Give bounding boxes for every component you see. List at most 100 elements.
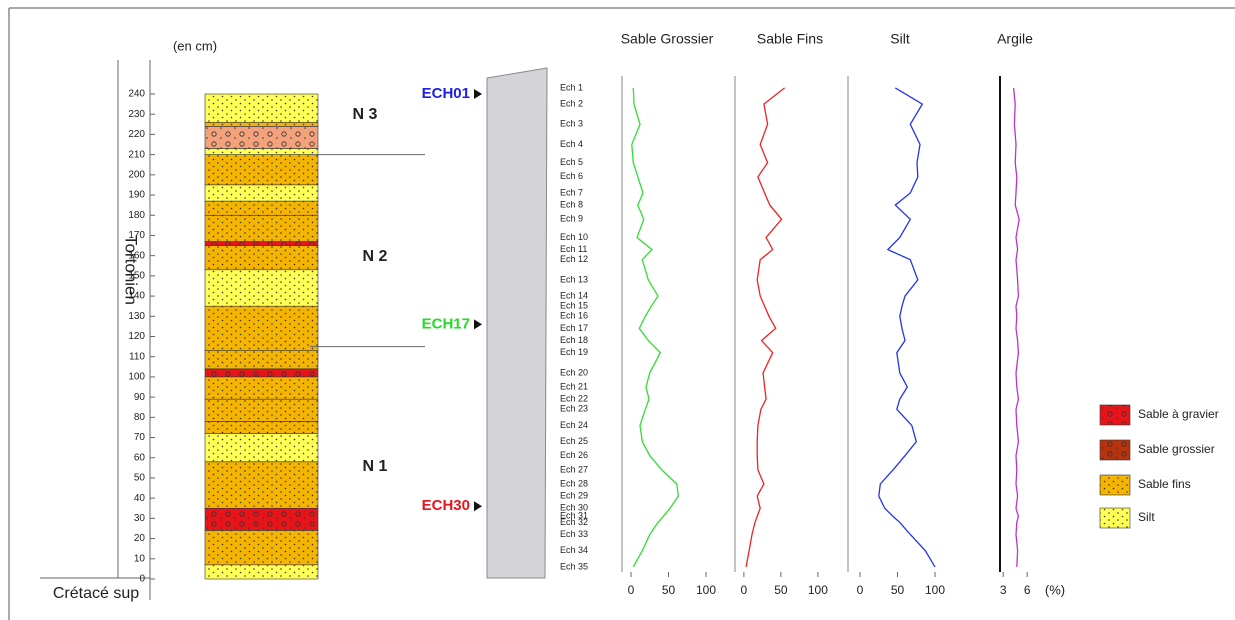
layer-texture xyxy=(205,122,318,127)
sample-bar xyxy=(486,67,548,579)
sample-label: Ech 7 xyxy=(560,187,583,197)
sample-label: Ech 8 xyxy=(560,200,583,210)
legend-label: Sable à gravier xyxy=(1138,407,1219,421)
sample-label: Ech 11 xyxy=(560,244,587,254)
depth-tick-label: 140 xyxy=(128,291,145,302)
x-tick-label: 0 xyxy=(628,583,635,597)
layer-texture xyxy=(205,154,318,185)
sample-label: Ech 18 xyxy=(560,335,588,345)
curve xyxy=(1012,87,1020,567)
depth-tick-label: 0 xyxy=(139,574,145,585)
sample-label: Ech 29 xyxy=(560,491,588,501)
marker-label: ECH01 xyxy=(422,85,470,102)
unit-label: N 3 xyxy=(353,106,378,123)
layer-texture xyxy=(205,530,318,565)
sample-label: Ech 5 xyxy=(560,157,583,167)
layer-texture xyxy=(205,421,318,434)
chart-title: Sable Grossier xyxy=(621,31,714,47)
marker-label: ECH17 xyxy=(422,315,470,332)
sample-label: Ech 13 xyxy=(560,274,588,284)
layer-texture xyxy=(205,201,318,216)
depth-tick-label: 30 xyxy=(134,513,146,524)
depth-tick-label: 110 xyxy=(129,351,145,362)
depth-tick-label: 20 xyxy=(134,533,146,544)
sample-label: Ech 3 xyxy=(560,119,583,129)
depth-tick-label: 40 xyxy=(134,493,146,504)
stage-label: Tortonien xyxy=(122,235,141,305)
layer-texture xyxy=(205,376,318,400)
sample-label: Ech 14 xyxy=(560,290,588,300)
layer-texture xyxy=(205,148,318,155)
base-label: Crétacé sup xyxy=(53,585,139,602)
chart-title: Silt xyxy=(890,31,910,47)
depth-tick-label: 180 xyxy=(128,210,145,221)
sample-label: Ech 19 xyxy=(560,347,588,357)
x-tick-label: 6 xyxy=(1024,583,1031,597)
sample-label: Ech 35 xyxy=(560,561,588,571)
marker-arrow xyxy=(474,501,482,512)
sample-label: Ech 6 xyxy=(560,171,583,181)
x-tick-label: 50 xyxy=(662,583,676,597)
x-tick-label: 50 xyxy=(891,583,905,597)
curve xyxy=(745,87,786,568)
legend-texture xyxy=(1100,440,1130,460)
depth-tick-label: 80 xyxy=(134,412,146,423)
layer-texture xyxy=(205,306,318,351)
depth-tick-label: 210 xyxy=(128,149,145,160)
depth-tick-label: 100 xyxy=(128,372,145,383)
sample-label: Ech 24 xyxy=(560,420,588,430)
layer-texture xyxy=(205,564,318,579)
depth-tick-label: 160 xyxy=(128,250,145,261)
x-tick-label: 100 xyxy=(925,583,945,597)
legend-label: Silt xyxy=(1138,510,1155,524)
layer-texture xyxy=(205,94,318,123)
unit-label: N 1 xyxy=(363,458,388,475)
depth-tick-label: 240 xyxy=(128,89,145,100)
sample-label: Ech 17 xyxy=(560,323,588,333)
sample-label: Ech 30 xyxy=(560,503,588,513)
marker-arrow xyxy=(474,89,482,99)
layer-texture xyxy=(205,245,318,270)
x-tick-label: 50 xyxy=(774,583,788,597)
sample-label: Ech 16 xyxy=(560,311,588,321)
depth-tick-label: 170 xyxy=(128,230,145,241)
sample-label: Ech 27 xyxy=(560,464,588,474)
depth-tick-label: 60 xyxy=(134,452,146,463)
curve xyxy=(878,87,936,568)
legend-texture xyxy=(1100,475,1130,495)
depth-unit: (en cm) xyxy=(173,38,217,53)
depth-tick-label: 120 xyxy=(128,331,145,342)
layer-texture xyxy=(205,368,318,377)
sample-label: Ech 10 xyxy=(560,232,588,242)
depth-tick-label: 150 xyxy=(128,271,145,282)
sample-label: Ech 22 xyxy=(560,394,588,404)
sample-label: Ech 33 xyxy=(560,529,588,539)
sample-label: Ech 2 xyxy=(560,98,583,108)
depth-tick-label: 130 xyxy=(128,311,145,322)
layer-texture xyxy=(205,399,318,422)
x-unit: (%) xyxy=(1045,582,1065,597)
sample-label: Ech 32 xyxy=(560,517,588,527)
legend-label: Sable grossier xyxy=(1138,442,1215,456)
depth-tick-label: 10 xyxy=(134,553,146,564)
sample-label: Ech 28 xyxy=(560,478,588,488)
sample-label: Ech 9 xyxy=(560,214,583,224)
sample-label: Ech 31 xyxy=(560,511,588,521)
x-tick-label: 0 xyxy=(857,583,864,597)
sample-label: Ech 26 xyxy=(560,450,588,460)
sample-label: Ech 1 xyxy=(560,82,583,92)
depth-tick-label: 70 xyxy=(134,432,146,443)
layer-texture xyxy=(205,269,318,307)
sample-label: Ech 15 xyxy=(560,301,588,311)
depth-tick-label: 220 xyxy=(128,129,145,140)
x-tick-label: 3 xyxy=(1000,583,1007,597)
sample-label: Ech 34 xyxy=(560,545,588,555)
sample-label: Ech 25 xyxy=(560,436,588,446)
depth-tick-label: 90 xyxy=(134,392,146,403)
sample-label: Ech 12 xyxy=(560,254,588,264)
depth-tick-label: 50 xyxy=(134,473,146,484)
x-tick-label: 100 xyxy=(696,583,716,597)
layer-texture xyxy=(205,508,318,531)
depth-tick-label: 190 xyxy=(128,190,145,201)
legend-texture xyxy=(1100,405,1130,425)
